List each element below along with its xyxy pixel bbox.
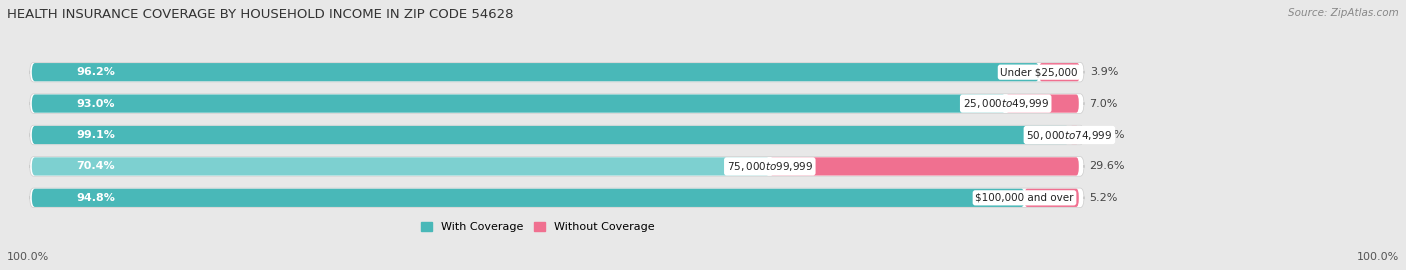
- Text: 5.2%: 5.2%: [1090, 193, 1118, 203]
- Text: Source: ZipAtlas.com: Source: ZipAtlas.com: [1288, 8, 1399, 18]
- Text: $50,000 to $74,999: $50,000 to $74,999: [1026, 129, 1112, 141]
- Text: 3.9%: 3.9%: [1090, 67, 1119, 77]
- Text: 70.4%: 70.4%: [77, 161, 115, 171]
- FancyBboxPatch shape: [1025, 189, 1078, 207]
- Legend: With Coverage, Without Coverage: With Coverage, Without Coverage: [416, 217, 659, 237]
- Text: $75,000 to $99,999: $75,000 to $99,999: [727, 160, 813, 173]
- Text: 93.0%: 93.0%: [77, 99, 115, 109]
- Text: Under $25,000: Under $25,000: [1001, 67, 1078, 77]
- Text: 94.8%: 94.8%: [77, 193, 115, 203]
- FancyBboxPatch shape: [30, 62, 1084, 82]
- Text: 100.0%: 100.0%: [1357, 252, 1399, 262]
- FancyBboxPatch shape: [32, 94, 1005, 113]
- FancyBboxPatch shape: [32, 63, 1039, 81]
- FancyBboxPatch shape: [1070, 126, 1080, 144]
- Text: 29.6%: 29.6%: [1090, 161, 1125, 171]
- FancyBboxPatch shape: [32, 157, 770, 176]
- Text: $25,000 to $49,999: $25,000 to $49,999: [963, 97, 1049, 110]
- Text: 0.94%: 0.94%: [1090, 130, 1125, 140]
- FancyBboxPatch shape: [32, 126, 1070, 144]
- FancyBboxPatch shape: [770, 157, 1078, 176]
- Text: 7.0%: 7.0%: [1090, 99, 1118, 109]
- FancyBboxPatch shape: [30, 188, 1084, 208]
- Text: $100,000 and over: $100,000 and over: [976, 193, 1074, 203]
- Text: 99.1%: 99.1%: [77, 130, 115, 140]
- Text: 100.0%: 100.0%: [7, 252, 49, 262]
- Text: 96.2%: 96.2%: [77, 67, 115, 77]
- FancyBboxPatch shape: [1005, 94, 1078, 113]
- FancyBboxPatch shape: [1039, 63, 1080, 81]
- FancyBboxPatch shape: [30, 125, 1084, 145]
- FancyBboxPatch shape: [30, 94, 1084, 113]
- FancyBboxPatch shape: [30, 157, 1084, 176]
- FancyBboxPatch shape: [32, 189, 1025, 207]
- Text: HEALTH INSURANCE COVERAGE BY HOUSEHOLD INCOME IN ZIP CODE 54628: HEALTH INSURANCE COVERAGE BY HOUSEHOLD I…: [7, 8, 513, 21]
